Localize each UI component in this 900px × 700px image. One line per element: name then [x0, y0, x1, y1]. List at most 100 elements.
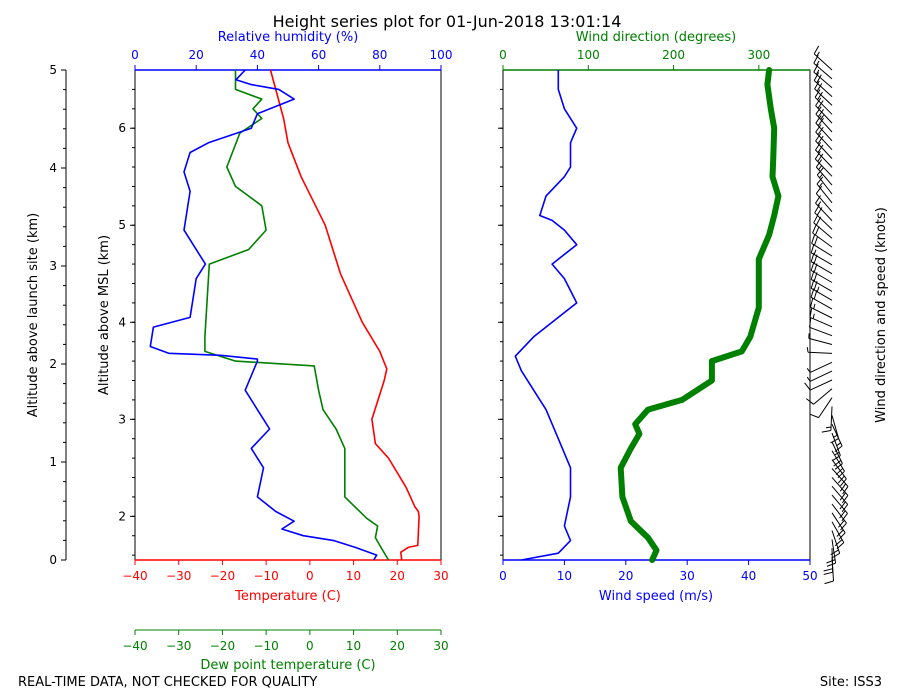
wind-barb — [831, 503, 847, 531]
dewpoint-axis-title: Dew point temperature (C) — [200, 658, 375, 673]
rh-tick-label: 40 — [250, 48, 265, 62]
wind-barb — [806, 347, 833, 354]
wind-speed-tick-label: 40 — [741, 569, 756, 583]
rh-line — [149, 69, 378, 561]
dewpoint-tick-label: 0 — [306, 639, 314, 653]
footer-quality-note: REAL-TIME DATA, NOT CHECKED FOR QUALITY — [18, 675, 317, 690]
site-tick-label: 0 — [49, 553, 57, 567]
footer-site: Site: ISS3 — [820, 675, 882, 690]
wind-barb — [831, 450, 845, 479]
wind-barb — [831, 521, 845, 550]
wind-speed-tick-label: 30 — [680, 569, 695, 583]
wind-barb — [810, 279, 833, 301]
wind-barb — [815, 124, 833, 151]
wind-barb — [831, 441, 843, 470]
msl-tick-label: 4 — [118, 315, 126, 329]
msl-tick-label: 3 — [118, 412, 126, 426]
site-tick-label: 3 — [49, 259, 57, 273]
temperature-tick-label: 10 — [346, 569, 361, 583]
wind-barb — [815, 115, 833, 142]
temperature-tick-label: 30 — [433, 569, 448, 583]
wind-speed-tick-label: 0 — [499, 569, 507, 583]
wind-barb — [831, 477, 849, 504]
dewpoint-line — [204, 70, 390, 561]
site-tick-label: 1 — [49, 455, 57, 469]
wind-barb — [815, 142, 833, 168]
wind-barb — [815, 195, 833, 221]
wind-barb — [813, 72, 833, 97]
wind-barb — [813, 63, 833, 89]
dewpoint-tick-label: 10 — [346, 639, 361, 653]
wind-barb — [808, 333, 833, 345]
msl-tick-label: 6 — [118, 121, 126, 135]
wind-barb — [809, 318, 833, 337]
temperature-tick-label: −30 — [166, 569, 191, 583]
wind-barb — [805, 388, 833, 405]
wind-barbs — [804, 45, 849, 585]
rh-tick-label: 60 — [311, 48, 326, 62]
wind-barb — [815, 185, 833, 213]
wind-barb — [831, 512, 846, 540]
wind-dir-tick-label: 300 — [747, 48, 770, 62]
dewpoint-tick-label: −30 — [166, 639, 191, 653]
wind-dir-tick-label: 200 — [662, 48, 685, 62]
wind-barb — [831, 468, 849, 495]
temperature-tick-label: −10 — [253, 569, 278, 583]
wind-barb — [813, 45, 833, 71]
site-tick-label: 4 — [49, 161, 57, 175]
wind-barb — [816, 176, 833, 204]
temperature-tick-label: 20 — [390, 569, 405, 583]
dewpoint-tick-label: 30 — [433, 639, 448, 653]
temperature-axis-title: Temperature (C) — [234, 589, 341, 604]
rh-tick-label: 80 — [372, 48, 387, 62]
wind-barb — [826, 539, 837, 567]
wind-barb — [810, 243, 833, 266]
rh-tick-label: 20 — [189, 48, 204, 62]
wind-barb — [810, 298, 833, 319]
chart-title: Height series plot for 01-Jun-2018 13:01… — [273, 12, 622, 31]
wind-barb — [814, 89, 833, 115]
wind-barb — [806, 361, 833, 373]
wind-barb — [812, 224, 833, 248]
msl-axis-title: Altitude above MSL (km) — [97, 235, 112, 395]
wind-barb — [815, 106, 833, 133]
wind-dir-line — [617, 67, 782, 563]
barbs-axis-title: Wind direction and speed (knots) — [874, 207, 889, 423]
rh-tick-label: 100 — [430, 48, 453, 62]
temperature-tick-label: 0 — [306, 569, 314, 583]
temperature-tick-label: −40 — [122, 569, 147, 583]
site-tick-label: 5 — [49, 63, 57, 77]
wind-speed-tick-label: 10 — [557, 569, 572, 583]
wind-dir-tick-label: 0 — [499, 48, 507, 62]
wind-plot-frame — [502, 69, 811, 561]
msl-tick-label: 2 — [118, 509, 126, 523]
wind-barb — [814, 80, 833, 106]
wind-barb — [815, 97, 833, 124]
wind-barb — [830, 530, 841, 559]
wind-dir-tick-label: 100 — [577, 48, 600, 62]
wind-barb — [811, 234, 833, 257]
wind-barb — [831, 485, 849, 513]
wind-barb — [831, 494, 848, 522]
dewpoint-tick-label: 20 — [390, 639, 405, 653]
wind-barb — [806, 370, 833, 382]
wind-barb — [804, 379, 833, 391]
wind-barb — [814, 151, 833, 177]
wind-barb — [815, 133, 833, 159]
wind-barb — [830, 415, 840, 444]
site-tick-label: 2 — [49, 357, 57, 371]
dewpoint-tick-label: −10 — [253, 639, 278, 653]
rh-tick-label: 0 — [131, 48, 139, 62]
msl-tick-label: 5 — [118, 218, 126, 232]
wind-barb — [831, 459, 847, 487]
temperature-tick-label: −20 — [210, 569, 235, 583]
dewpoint-tick-label: −40 — [122, 639, 147, 653]
wind-barb — [809, 397, 833, 419]
wind-speed-line — [514, 70, 578, 561]
dewpoint-tick-label: −20 — [210, 639, 235, 653]
rh-axis-title: Relative humidity (%) — [218, 30, 359, 45]
wind-speed-tick-label: 20 — [618, 569, 633, 583]
wind-panel: 0 10 20 30 40 50 0 100 200 300 Wind speed (m/s) Win… — [498, 30, 889, 604]
